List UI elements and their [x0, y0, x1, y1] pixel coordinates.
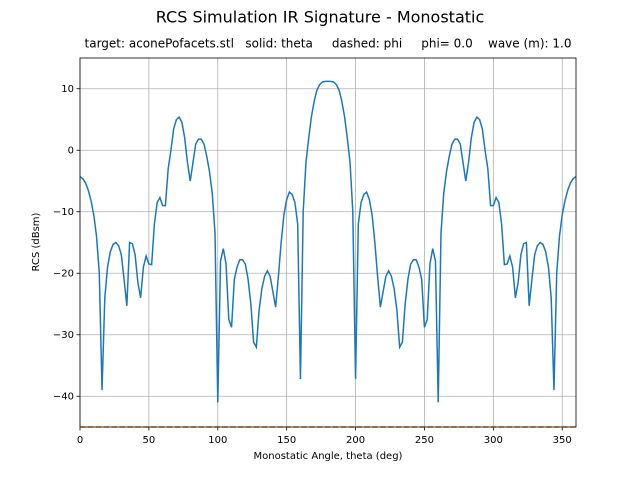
- plot-frame: [79, 57, 577, 428]
- y-axis-label: RCS (dBsm): [31, 212, 42, 271]
- x-tick-label: 350: [553, 435, 572, 446]
- series-line: [80, 80, 576, 403]
- x-tick-label: 50: [143, 435, 156, 446]
- x-tick-label: 150: [277, 435, 296, 446]
- y-tick-label: −20: [53, 268, 74, 279]
- y-tick-label: −30: [53, 330, 74, 341]
- y-tick-label: −10: [53, 207, 74, 218]
- x-tick-label: 100: [208, 435, 227, 446]
- chart-title: RCS Simulation IR Signature - Monostatic: [156, 8, 485, 27]
- x-tick-label: 0: [77, 435, 83, 446]
- x-tick-label: 200: [346, 435, 365, 446]
- x-tick-label: 250: [415, 435, 434, 446]
- y-tick-label: 0: [68, 145, 74, 156]
- y-tick-label: 10: [61, 84, 74, 95]
- y-tick-label: −40: [53, 391, 74, 402]
- x-axis-label: Monostatic Angle, theta (deg): [254, 451, 403, 462]
- chart-subtitle: target: aconePofacets.stl solid: theta d…: [85, 37, 572, 51]
- x-tick-label: 300: [484, 435, 503, 446]
